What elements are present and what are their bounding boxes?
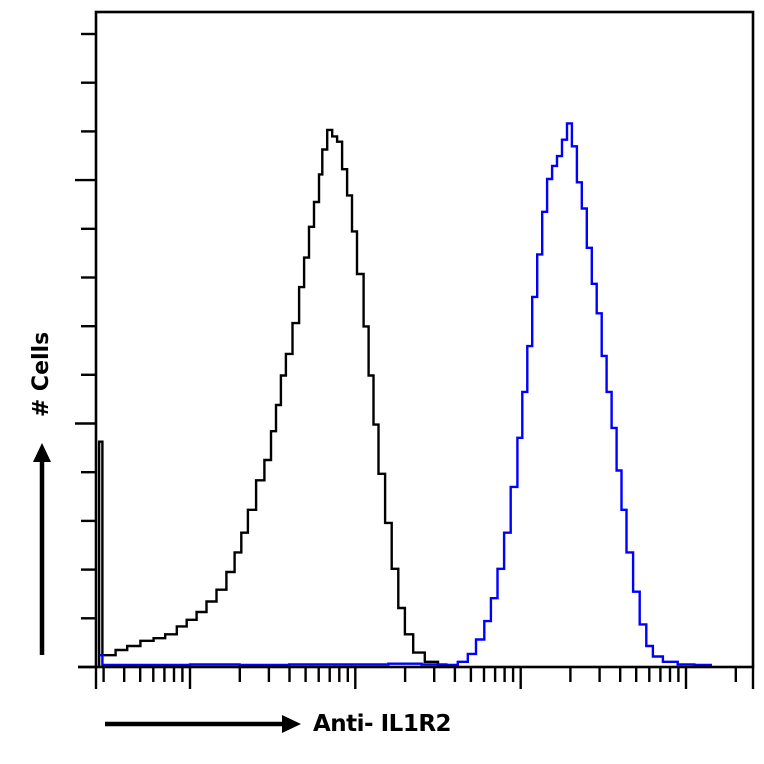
y-axis-arrow-head xyxy=(33,443,51,462)
plot-frame xyxy=(94,10,755,669)
x-axis-label: Anti- IL1R2 xyxy=(313,711,452,737)
x-axis-arrow-head xyxy=(282,715,301,733)
y-axis-ticks xyxy=(75,32,96,669)
il1r2-histogram-line xyxy=(99,122,712,667)
control-histogram-line xyxy=(97,128,456,667)
y-axis-label: # Cells xyxy=(29,331,55,417)
x-axis-ticks xyxy=(78,665,755,689)
